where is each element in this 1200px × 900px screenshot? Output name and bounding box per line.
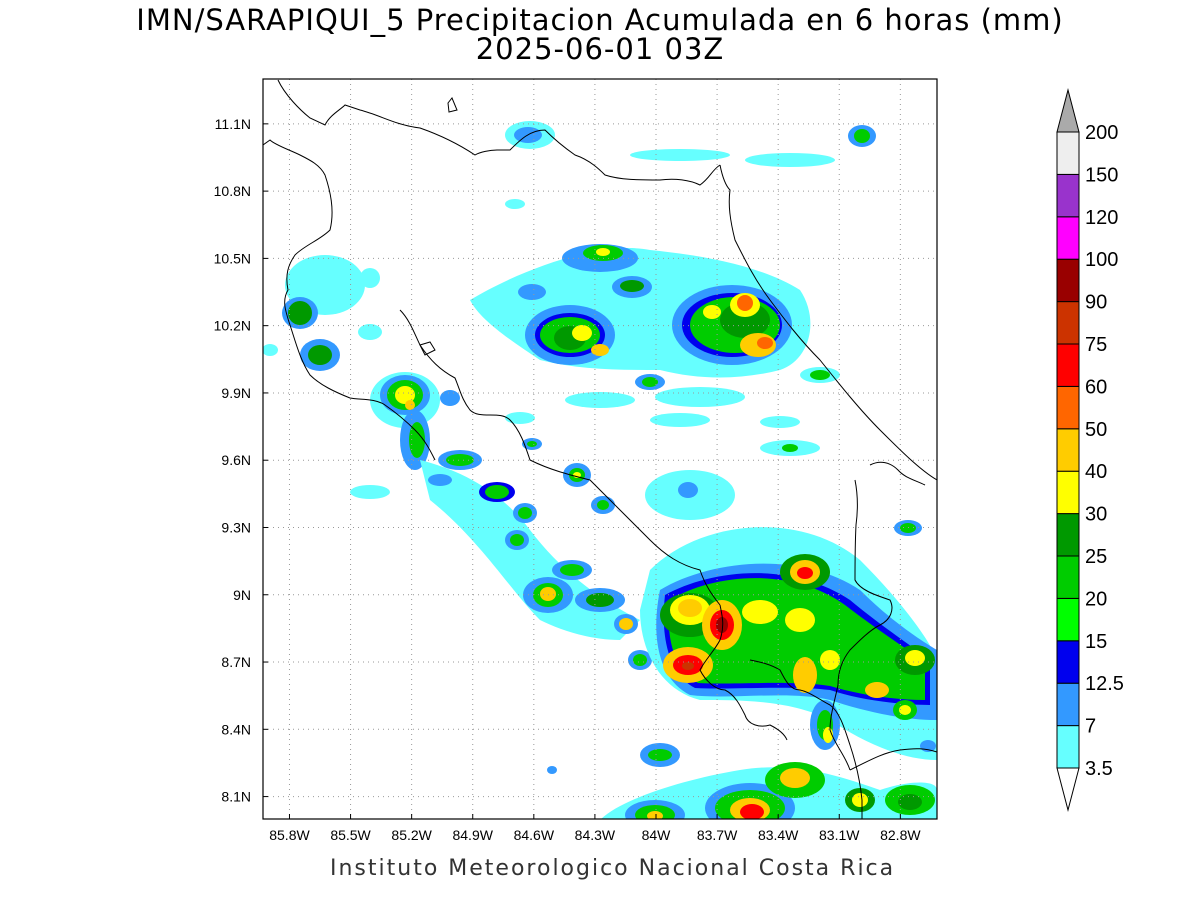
lat-tick-label: 9.3N (221, 519, 251, 535)
colorbar-label: 30 (1085, 504, 1107, 526)
lat-tick-label: 9.6N (221, 452, 251, 468)
lat-tick-label: 8.1N (221, 789, 251, 805)
colorbar-swatch (1056, 301, 1080, 345)
lon-tick-label: 85.8W (269, 827, 310, 843)
colorbar-label: 100 (1085, 249, 1118, 271)
lon-tick-label: 83.4W (758, 827, 799, 843)
colorbar: 3.5 7 12.5 15 20 25 30 40 50 60 75 90 100 120 150 200 (1056, 88, 1124, 812)
rain-band-osa (601, 743, 937, 819)
colorbar-swatch (1056, 173, 1080, 218)
nicaragua-border (277, 79, 721, 186)
lon-tick-label: 84.3W (575, 827, 616, 843)
colorbar-swatch (1056, 513, 1080, 557)
rain-band-north (505, 121, 876, 209)
colorbar-label: 50 (1085, 419, 1107, 441)
map-title: IMN/SARAPIQUI_5 Precipitacion Acumulada … (136, 3, 1064, 37)
rain-band-talamanca (547, 520, 937, 774)
lat-tick-label: 10.5N (214, 250, 251, 266)
golfo-dulce (749, 659, 863, 819)
colorbar-label: 75 (1085, 334, 1107, 356)
colorbar-label: 3.5 (1085, 758, 1113, 780)
colorbar-under-triangle (1056, 767, 1080, 812)
lon-tick-label: 85.5W (330, 827, 371, 843)
colorbar-swatch (1056, 470, 1080, 515)
colorbar-label: 7 (1085, 716, 1096, 738)
lat-tick-label: 11.1N (215, 116, 251, 132)
colorbar-over-triangle (1056, 88, 1080, 133)
colorbar-label: 90 (1085, 292, 1107, 314)
nicoya-gulf (399, 309, 721, 606)
colorbar-swatch (1056, 258, 1080, 303)
rain-band-san-carlos (470, 244, 840, 456)
lon-tick-label: 83.7W (697, 827, 738, 843)
lon-tick-label: 84.6W (514, 827, 555, 843)
colorbar-label: 12.5 (1085, 673, 1124, 695)
lon-tick-label: 83.1W (819, 827, 860, 843)
lake-island (447, 97, 458, 113)
colorbar-swatch (1056, 216, 1080, 260)
colorbar-label: 15 (1085, 631, 1107, 653)
colorbar-label: 40 (1085, 461, 1107, 483)
colorbar-swatch (1056, 725, 1080, 769)
colorbar-swatch (1056, 343, 1080, 387)
colorbar-label: 150 (1085, 164, 1118, 186)
bocas-del-toro (869, 461, 926, 486)
colorbar-swatch (1056, 555, 1080, 599)
lat-lon-grid (263, 79, 937, 819)
colorbar-label: 200 (1085, 122, 1118, 144)
footer-credit: Instituto Meteorologico Nacional Costa R… (330, 856, 896, 881)
panama-coast (849, 748, 937, 771)
longitude-labels: 85.8W 85.5W 85.2W 84.9W 84.6W 84.3W 84W 83.7W 83… (269, 814, 921, 843)
lat-tick-label: 8.7N (221, 654, 251, 670)
pacific-coast-north (263, 139, 436, 461)
latitude-labels: 11.1N 10.8N 10.5N 10.2N 9.9N 9.6N 9.3N 9N 8.7N 8.… (214, 116, 268, 805)
colorbar-swatch (1056, 597, 1080, 642)
pacific-coast-south (699, 604, 788, 741)
colorbar-label: 25 (1085, 546, 1107, 568)
panama-border (829, 479, 893, 771)
colorbar-swatch (1056, 385, 1080, 430)
colorbar-label: 120 (1085, 207, 1118, 229)
colorbar-label: 20 (1085, 588, 1107, 610)
rain-band-nicoya (263, 255, 460, 499)
coastlines (263, 79, 937, 819)
colorbar-swatch (1056, 131, 1080, 175)
lon-tick-label: 85.2W (391, 827, 432, 843)
precipitation-field (263, 121, 937, 819)
nicoya-island (419, 341, 436, 356)
plot-frame (262, 78, 938, 820)
lon-tick-label: 84W (642, 827, 672, 843)
caribbean-coast (719, 164, 937, 481)
colorbar-swatch (1056, 682, 1080, 727)
rain-band-pacific-central (420, 450, 735, 670)
lat-tick-label: 10.2N (214, 318, 251, 334)
lat-tick-label: 10.8N (214, 183, 251, 199)
map-date: 2025-06-01 03Z (475, 32, 725, 66)
colorbar-label: 60 (1085, 376, 1107, 398)
colorbar-swatch (1056, 640, 1080, 684)
lat-tick-label: 8.4N (221, 721, 251, 737)
colorbar-swatch (1056, 428, 1080, 472)
lat-tick-label: 9N (233, 587, 251, 603)
lon-tick-label: 82.8W (880, 827, 921, 843)
lon-tick-label: 84.9W (452, 827, 493, 843)
lat-tick-label: 9.9N (221, 385, 251, 401)
